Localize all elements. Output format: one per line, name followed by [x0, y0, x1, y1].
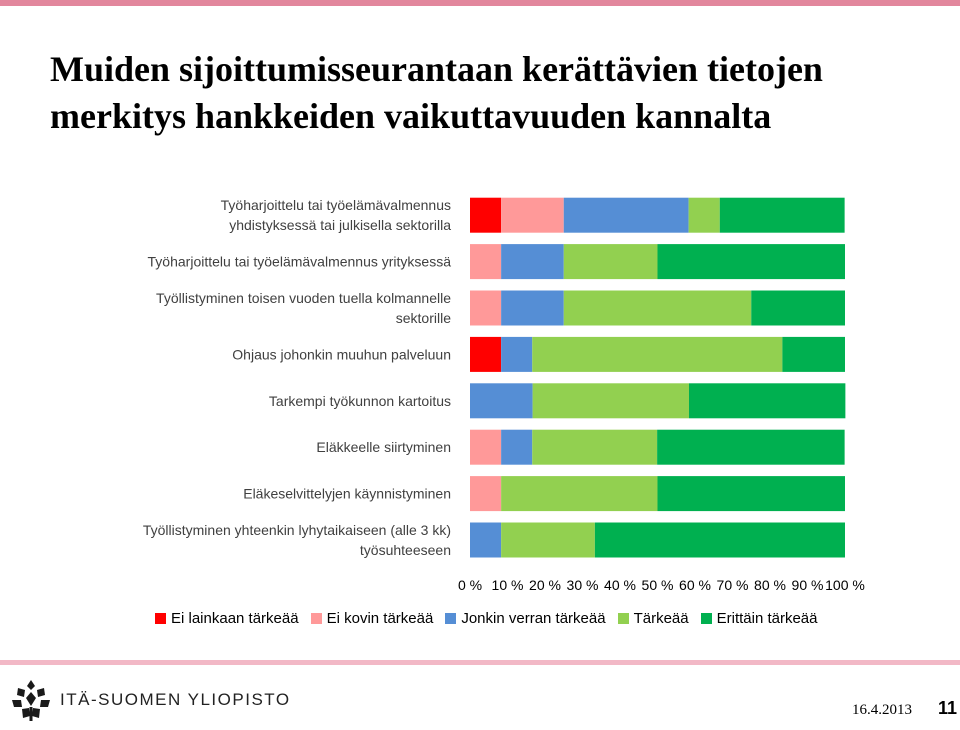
category-label-1-line-1: Työharjoittelu tai työelämävalmennus — [221, 197, 451, 213]
x-tick-label-0: 0 % — [458, 577, 482, 593]
university-emblem-icon — [12, 680, 50, 721]
legend-swatch-1 — [155, 613, 166, 624]
bar-segment-1-2 — [501, 197, 564, 233]
x-tick-label-4: 40 % — [604, 577, 636, 593]
bar-segment-3-3 — [501, 290, 564, 326]
bar-segment-2-5 — [657, 244, 845, 280]
legend-label-1: Ei lainkaan tärkeää — [171, 610, 299, 627]
bar-segment-6-4 — [532, 429, 658, 465]
chart-legend: Ei lainkaan tärkeää Ei kovin tärkeää Jonki… — [155, 610, 830, 627]
stacked-bar-chart: Työharjoittelu tai työelämävalmennus yhdi… — [143, 197, 865, 593]
bar-segment-3-4 — [563, 290, 752, 326]
x-tick-label-1: 10 % — [492, 577, 524, 593]
x-tick-label-5: 50 % — [642, 577, 674, 593]
bar-segment-8-3 — [470, 522, 502, 558]
bar-segment-2-4 — [563, 244, 658, 280]
x-tick-label-2: 20 % — [529, 577, 561, 593]
category-label-8-line-1: Työllistyminen yhteenkin lyhytaikaiseen … — [143, 522, 451, 538]
legend-label-2: Ei kovin tärkeää — [326, 610, 434, 627]
bar-segment-1-5 — [719, 197, 845, 233]
category-label-2: Työharjoittelu tai työelämävalmennus yri… — [148, 254, 452, 270]
bar-segment-6-5 — [657, 429, 845, 465]
bar-segment-3-2 — [470, 290, 502, 326]
legend-swatch-5 — [700, 613, 712, 624]
x-tick-label-6: 60 % — [679, 577, 711, 593]
x-tick-label-9: 90 % — [792, 577, 824, 593]
bar-segment-2-2 — [470, 244, 502, 280]
legend-item-4: Tärkeää — [617, 610, 689, 627]
category-label-1-line-2: yhdistyksessä tai julkisella sektorilla — [229, 217, 451, 233]
x-tick-label-8: 80 % — [754, 577, 786, 593]
bar-segment-4-5 — [782, 336, 845, 372]
legend-swatch-3 — [445, 613, 457, 624]
slide-title-line-2: merkitys hankkeiden vaikuttavuuden kanna… — [50, 96, 772, 136]
bar-segment-7-5 — [657, 476, 845, 512]
category-label-3-line-2: sektorille — [396, 310, 451, 326]
bar-segment-5-4 — [532, 383, 689, 419]
bar-segment-1-3 — [563, 197, 689, 233]
category-label-5: Tarkempi työkunnon kartoitus — [269, 393, 451, 409]
bar-segment-4-1 — [470, 336, 502, 372]
bar-segment-4-4 — [532, 336, 783, 372]
bar-segment-7-2 — [470, 476, 502, 512]
category-label-6: Eläkkeelle siirtyminen — [316, 439, 451, 455]
legend-item-2: Ei kovin tärkeää — [310, 610, 434, 627]
x-tick-label-10: 100 % — [825, 577, 865, 593]
legend-label-4: Tärkeää — [633, 610, 689, 627]
bar-segment-8-5 — [594, 522, 845, 558]
slide-title-line-1: Muiden sijoittumisseurantaan kerättävien… — [50, 49, 823, 89]
legend-label-5: Erittäin tärkeää — [716, 610, 818, 627]
bar-segment-1-4 — [688, 197, 720, 233]
legend-swatch-2 — [310, 613, 322, 624]
category-label-7: Eläkeselvittelyjen käynnistyminen — [243, 486, 451, 502]
bar-segment-5-5 — [689, 383, 846, 419]
legend-item-3: Jonkin verran tärkeää — [445, 610, 606, 627]
bar-segment-5-3 — [470, 383, 533, 419]
legend-label-3: Jonkin verran tärkeää — [461, 610, 606, 627]
bar-segment-4-3 — [501, 336, 533, 372]
bar-segment-6-3 — [501, 429, 533, 465]
bar-segment-7-4 — [501, 476, 658, 512]
slide-date: 16.4.2013 — [852, 702, 912, 718]
slide-page-number: 11 — [938, 698, 958, 718]
university-logo: ITÄ-SUOMEN YLIOPISTO — [8, 678, 291, 722]
category-label-8-line-2: työsuhteeseen — [360, 542, 451, 558]
category-label-4: Ohjaus johonkin muuhun palveluun — [232, 346, 451, 362]
bar-segment-2-3 — [501, 244, 564, 280]
legend-swatch-4 — [617, 613, 629, 624]
bar-segment-6-2 — [470, 429, 502, 465]
bar-segment-1-1 — [470, 197, 502, 233]
bar-segment-3-5 — [751, 290, 845, 326]
bottom-accent-bar — [0, 660, 960, 665]
slide-title: Muiden sijoittumisseurantaan kerättävien… — [50, 46, 930, 140]
legend-item-1: Ei lainkaan tärkeää — [155, 610, 299, 627]
category-label-3-line-1: Työllistyminen toisen vuoden tuella kolm… — [156, 290, 451, 306]
university-name: ITÄ-SUOMEN YLIOPISTO — [60, 690, 291, 709]
top-accent-bar — [0, 0, 960, 6]
legend-item-5: Erittäin tärkeää — [700, 610, 818, 627]
x-tick-label-3: 30 % — [567, 577, 599, 593]
x-tick-label-7: 70 % — [717, 577, 749, 593]
bar-segment-8-4 — [501, 522, 595, 558]
